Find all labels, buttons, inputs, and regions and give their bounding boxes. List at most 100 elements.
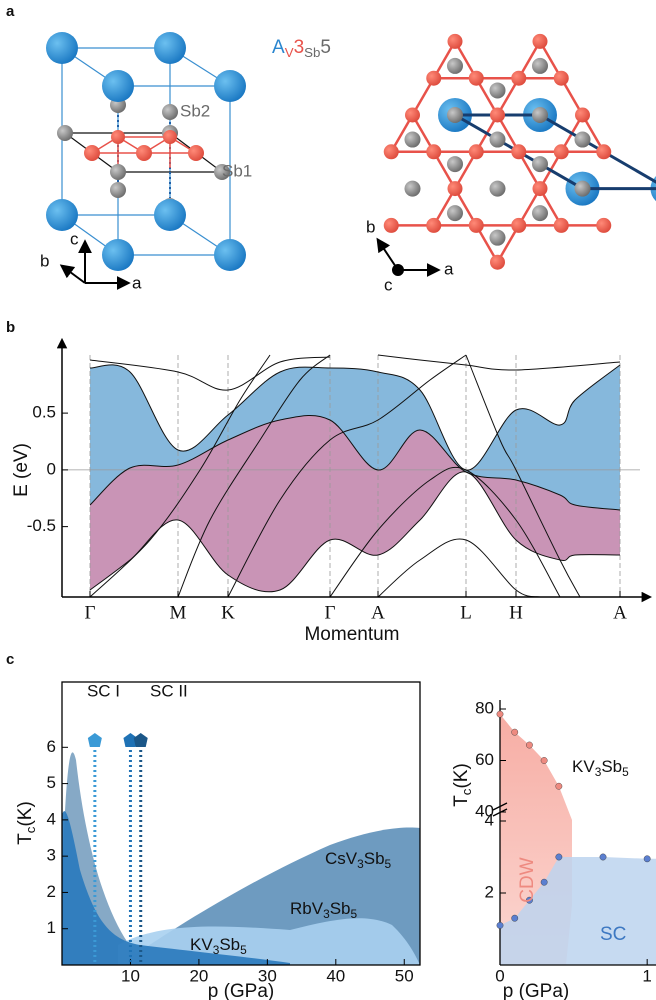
y-tick-label: 2 [47,882,56,901]
point [497,711,503,717]
x-tick-label: 20 [189,966,208,985]
y-axis-label: E (eV) [11,443,32,497]
x-tick-label: 10 [121,966,140,985]
axis-letter: b [366,217,375,236]
v-atom [448,34,463,49]
label-part: KV [190,935,213,954]
label-part: KV [572,757,595,776]
y-axis-label: Tc(K) [15,801,38,845]
x-tick-label: Γ [325,602,336,623]
label-part: Sb [304,45,320,60]
figure: a b c c b a Sb2 Sb1 AV3Sb5 b [0,0,656,1000]
label-part: Sb [601,757,622,776]
y-axis-label: Tc(K) [451,763,474,807]
v-atom [511,218,526,233]
label-part: CsV [325,849,358,868]
panel-label: c [6,651,14,668]
y-tick-label: 6 [47,737,56,756]
v-atom [596,144,611,159]
axis-letter: c [384,275,393,294]
label-part: Sb [364,849,385,868]
sb-atom [447,107,463,123]
kagome-projection [384,34,656,270]
v-atom [554,144,569,159]
point [541,757,547,763]
point [644,856,650,862]
annotation: SC I [87,681,120,700]
axis-letter: b [40,251,49,270]
y-tick-label: 0 [47,459,56,478]
x-tick-label: 50 [395,966,414,985]
v-atom [426,144,441,159]
v-atom [511,71,526,86]
point [600,854,606,860]
point [526,742,532,748]
onset-marker [88,733,102,747]
x-axis-label: Momentum [304,624,399,645]
x-axis-label: p (GPa) [208,981,275,1000]
sb-atom [405,181,421,197]
point [541,879,547,885]
sb-atom [575,181,591,197]
x-tick-label: K [221,602,235,623]
axes-arrows [378,240,438,275]
label-part: A [272,37,285,58]
label-part: 5 [622,765,629,779]
y-tick-label: 3 [47,846,56,865]
atom-label: Sb1 [222,161,252,180]
sb-atom [490,181,506,197]
axis-letter: c [70,229,79,248]
label-part: T [451,795,472,807]
sb-atom [405,132,421,148]
x-tick-label: H [509,602,523,623]
axis-letter: a [132,273,142,292]
label-part: (K) [451,763,472,788]
v-atom [575,108,590,123]
band-line [378,355,620,370]
x-tick-label: A [371,602,385,623]
onset-marker [134,733,148,747]
sb-atom [447,156,463,172]
page: a b c c b a Sb2 Sb1 AV3Sb5 b [0,0,656,1000]
y-tick-label: 4 [485,810,494,829]
sb-atom [490,230,506,246]
v-atom [533,181,548,196]
v-atom [469,218,484,233]
v-atom [554,218,569,233]
atom-label: Sb2 [180,101,210,120]
v-atom [448,181,463,196]
label-part: Sb [219,935,240,954]
panel-label: a [6,3,15,20]
axis-letter: a [444,259,454,278]
point [512,729,518,735]
x-tick-label: M [170,602,187,623]
series-label: SC [600,924,626,945]
y-tick-label: 5 [47,773,56,792]
point [512,915,518,921]
sb-atom [532,205,548,221]
point [556,783,562,789]
label-part: 5 [385,857,392,871]
label-part: T [15,833,36,845]
sb-atom [490,132,506,148]
panel-label: b [6,319,15,336]
x-tick-label: 40 [326,966,345,985]
v-atom [426,218,441,233]
series-label: CDW [517,857,538,902]
v-atom [596,218,611,233]
label-part: RbV [290,899,324,918]
chart-title: KV3Sb5 [572,757,629,779]
sb-atom [532,107,548,123]
v-atom [384,218,399,233]
v-atom [533,34,548,49]
compound-label: KV3Sb5 [190,935,247,957]
y-tick-label: -0.5 [27,516,56,535]
y-tick-label: 1 [47,918,56,937]
y-tick-label: 4 [47,809,56,828]
v-atom [469,71,484,86]
label-part: 5 [351,907,358,921]
sb-atom [490,82,506,98]
x-axis-label: p (GPa) [503,981,570,1000]
x-tick-label: L [460,602,472,623]
